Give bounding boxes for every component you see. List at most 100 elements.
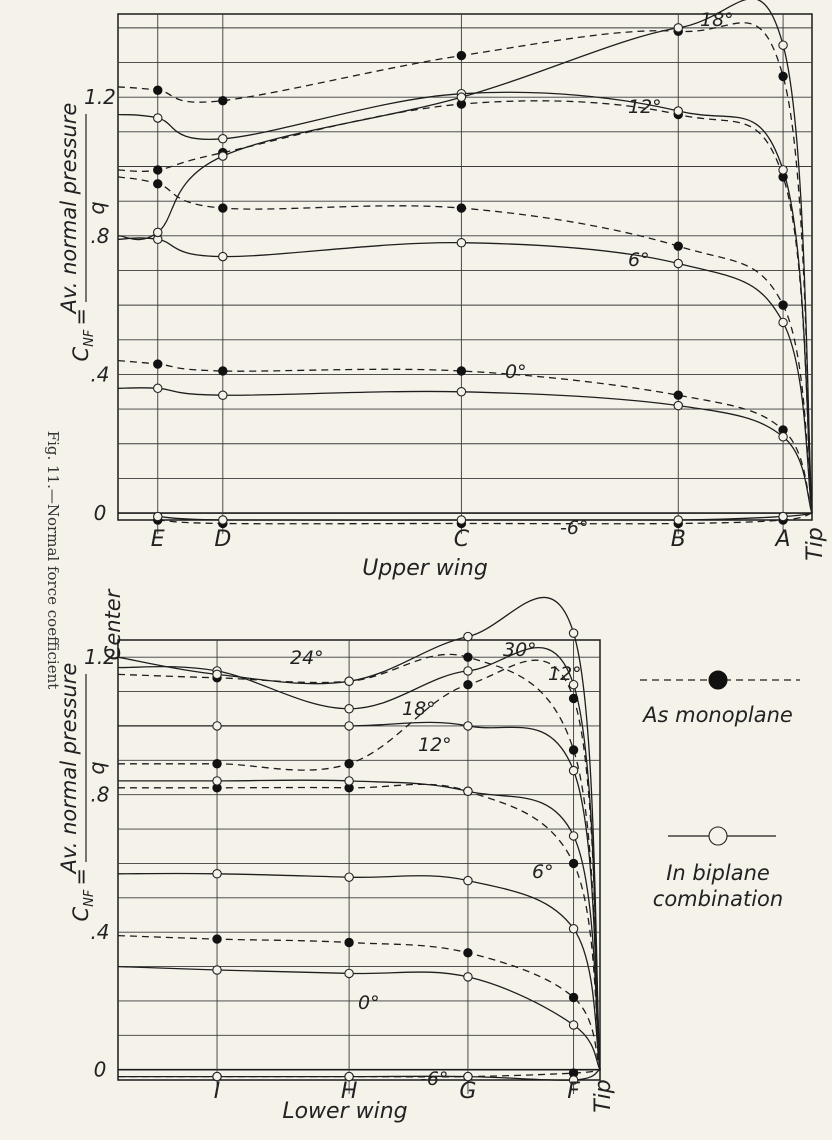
- upper-point-biplane: [218, 515, 228, 525]
- upper-series-biplane-18deg: [117, 0, 813, 514]
- lower-point-monoplane: [568, 992, 579, 1003]
- upper-series-monoplane-6deg: [117, 176, 813, 514]
- lower-point-biplane: [463, 972, 473, 982]
- lower-point-biplane: [463, 875, 473, 886]
- lower-point-biplane: [463, 721, 473, 731]
- upper-angle-label: 12°: [628, 96, 662, 118]
- lower-angle-label: 6°: [532, 861, 554, 883]
- upper-series-biplane-6deg: [117, 237, 813, 514]
- y-label-eq: =: [69, 308, 93, 326]
- lower-wing-chart: I H G F Tip 0 .4 .8 1.2 -6° 0° 6° 12° 12° 18° 24° 30° Lo…: [84, 596, 616, 1124]
- lower-angle-label: -6°: [420, 1068, 448, 1090]
- lower-angle-label: 12°: [418, 734, 452, 756]
- lower-y-tick-label: .4: [90, 920, 109, 944]
- upper-angle-label: 0°: [505, 361, 527, 383]
- upper-point-biplane: [218, 134, 228, 144]
- upper-point-biplane: [673, 23, 684, 33]
- lower-point-monoplane: [463, 652, 473, 662]
- upper-point-monoplane: [778, 300, 788, 310]
- lower-grid: [117, 639, 601, 1094]
- upper-angle-label: 6°: [628, 249, 650, 271]
- upper-point-biplane: [153, 383, 163, 394]
- upper-point-biplane: [778, 511, 788, 522]
- upper-point-monoplane: [456, 366, 467, 376]
- upper-series-biplane-0deg: [117, 387, 813, 514]
- upper-labels: E D C B A Tip 0 .4 .8 1.2 -6° 0° 6° 12° 18°: [84, 9, 828, 561]
- upper-x-tick-label: C: [454, 527, 470, 552]
- y-label-numerator-lower: Av. normal pressure: [57, 663, 81, 876]
- lower-series-biplane-0deg: [117, 965, 601, 1071]
- upper-point-biplane: [153, 113, 163, 123]
- lower-point-biplane: [463, 786, 473, 796]
- upper-point-biplane: [673, 400, 684, 411]
- lower-point-biplane: [568, 831, 579, 841]
- lower-series-biplane-12deg: [118, 779, 601, 1070]
- upper-point-biplane: [778, 317, 788, 328]
- upper-angle-label: -6°: [560, 517, 588, 539]
- upper-point-monoplane: [456, 203, 467, 213]
- upper-point-monoplane: [153, 165, 163, 175]
- svg-text:CNF=: CNF=: [69, 868, 97, 921]
- lower-point-biplane: [568, 1075, 579, 1085]
- lower-angle-label: 12°: [548, 663, 582, 685]
- lower-point-monoplane: [212, 759, 222, 769]
- lower-point-biplane: [212, 1071, 222, 1082]
- y-label-denominator: q: [85, 201, 109, 214]
- lower-angle-label: 30°: [503, 639, 537, 661]
- lower-point-biplane: [568, 765, 579, 776]
- upper-series: [117, 0, 813, 525]
- upper-point-monoplane: [778, 71, 788, 82]
- lower-angle-label: 0°: [358, 992, 380, 1014]
- y-label-sub: NF: [82, 329, 97, 347]
- lower-point-biplane: [463, 1071, 473, 1082]
- upper-angle-label: 18°: [700, 9, 734, 31]
- legend-monoplane-marker: [708, 670, 728, 690]
- lower-point-biplane: [212, 965, 222, 975]
- upper-series-monoplane-0deg: [117, 359, 813, 514]
- upper-series-monoplane-18deg: [117, 22, 813, 514]
- upper-point-biplane: [673, 515, 684, 525]
- upper-point-biplane: [218, 151, 228, 161]
- svg-text:CNF=: CNF=: [69, 308, 97, 361]
- upper-x-tick-label: A: [774, 527, 791, 552]
- lower-x-axis-label: Lower wing: [282, 1099, 407, 1124]
- lower-x-tick-label: H: [341, 1079, 358, 1104]
- lower-point-biplane: [344, 703, 354, 714]
- figure-caption: Fig. 11.—Normal force coefficient: [44, 431, 62, 690]
- upper-point-biplane: [778, 432, 788, 442]
- upper-y-axis-label: CNF = Av. normal pressure q: [57, 103, 109, 362]
- upper-series-monoplane-neg6deg: [157, 512, 813, 525]
- center-label: Center: [101, 588, 125, 660]
- lower-x-tick-label: I: [214, 1079, 221, 1104]
- lower-point-monoplane: [463, 948, 473, 958]
- upper-point-biplane: [456, 92, 467, 102]
- lower-x-tick-label: Tip: [591, 1079, 616, 1113]
- lower-x-tick-label: F: [567, 1079, 580, 1104]
- lower-angle-label: 24°: [290, 647, 324, 669]
- lower-y-tick-label: 1.2: [84, 645, 116, 669]
- upper-x-tick-label: B: [671, 527, 686, 552]
- upper-point-biplane: [673, 258, 684, 269]
- lower-marks: [212, 628, 579, 1085]
- upper-point-biplane: [153, 227, 163, 238]
- legend-monoplane-label: As monoplane: [641, 703, 793, 727]
- lower-point-biplane: [344, 776, 354, 786]
- upper-point-biplane: [778, 165, 788, 175]
- lower-point-biplane: [568, 1020, 579, 1030]
- upper-series-biplane-12deg: [117, 91, 813, 514]
- lower-point-biplane: [212, 721, 222, 731]
- upper-point-biplane: [778, 40, 788, 50]
- lower-angle-label: 18°: [402, 698, 436, 720]
- lower-point-biplane: [568, 923, 579, 934]
- upper-y-tick-label: .4: [90, 362, 109, 386]
- upper-x-tick-label: Tip: [803, 527, 828, 561]
- upper-point-monoplane: [153, 179, 163, 189]
- upper-y-tick-label: .8: [90, 224, 109, 248]
- lower-x-tick-label: G: [459, 1079, 476, 1104]
- upper-series-monoplane-12deg: [117, 100, 813, 514]
- legend: As monoplane In biplane combination: [640, 670, 800, 911]
- lower-point-monoplane: [568, 858, 579, 869]
- upper-x-tick-label: D: [214, 527, 231, 552]
- lower-point-monoplane: [344, 759, 354, 769]
